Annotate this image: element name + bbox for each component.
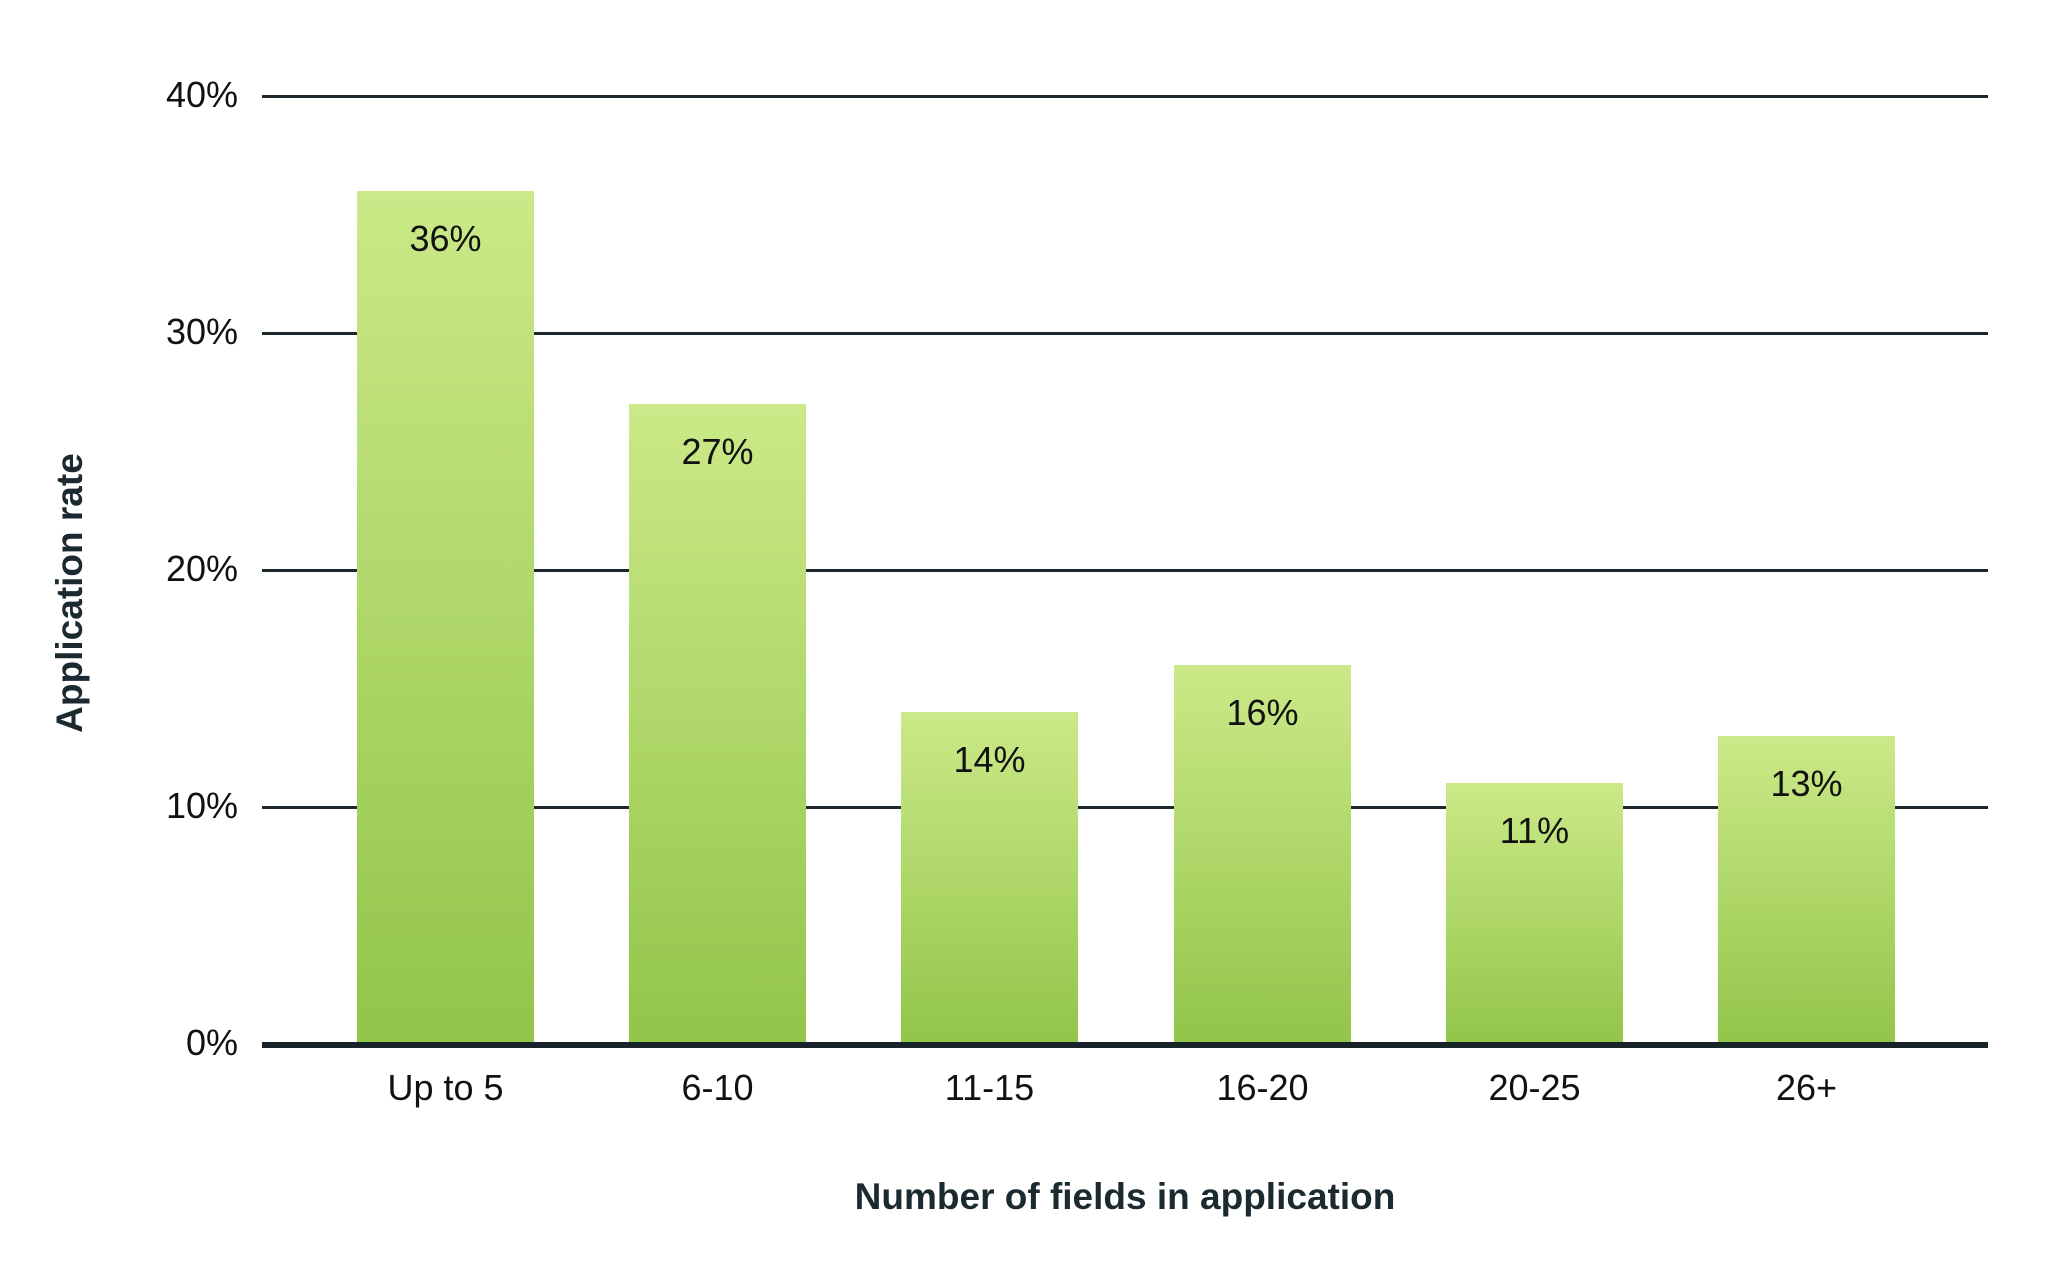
bar-value-label: 36%	[409, 217, 482, 259]
x-category-label: 20-25	[1488, 1067, 1581, 1108]
bar-value-label: 14%	[953, 739, 1026, 781]
x-category-label: 11-15	[944, 1067, 1035, 1108]
x-category-label: 26+	[1775, 1067, 1838, 1108]
y-tick-label: 20%	[165, 548, 238, 589]
x-axis-baseline	[262, 1042, 1988, 1048]
y-tick-label: 10%	[165, 785, 238, 826]
x-axis-title: Number of fields in application	[854, 1176, 1396, 1217]
bar: 14%	[901, 712, 1078, 1044]
bar-value-label: 11%	[1499, 810, 1570, 852]
gridline	[262, 806, 1988, 809]
gridline	[262, 569, 1988, 572]
bar: 16%	[1174, 664, 1351, 1044]
bar: 11%	[1446, 783, 1623, 1044]
gridline	[262, 95, 1988, 98]
y-axis-title: Application rate	[49, 453, 90, 733]
x-category-label: Up to 5	[387, 1067, 504, 1108]
x-category-label: 6-10	[681, 1067, 754, 1108]
y-tick-label: 0%	[185, 1022, 238, 1063]
bar-value-label: 13%	[1770, 762, 1843, 804]
bar: 36%	[357, 190, 534, 1044]
bar-value-label: 27%	[681, 431, 754, 473]
gridline	[262, 332, 1988, 335]
bar-value-label: 16%	[1226, 691, 1299, 733]
y-tick-label: 40%	[165, 74, 238, 115]
bar: 27%	[629, 404, 806, 1044]
x-category-label: 16-20	[1216, 1067, 1309, 1108]
bar: 13%	[1718, 735, 1895, 1044]
y-tick-label: 30%	[165, 311, 238, 352]
